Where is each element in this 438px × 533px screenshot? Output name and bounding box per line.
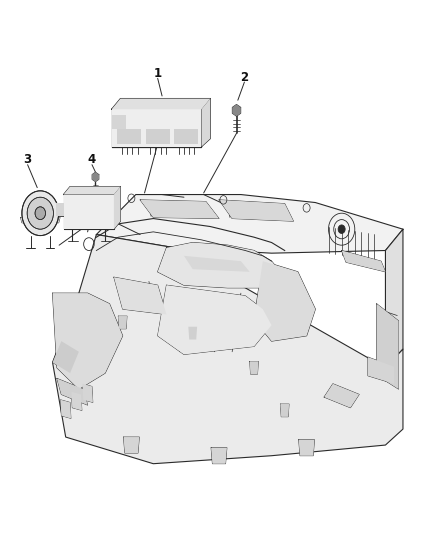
Polygon shape — [114, 277, 166, 314]
Polygon shape — [299, 440, 314, 456]
Polygon shape — [385, 229, 403, 368]
Polygon shape — [92, 172, 99, 182]
Polygon shape — [112, 99, 210, 109]
Polygon shape — [112, 109, 201, 147]
Polygon shape — [71, 392, 82, 410]
Polygon shape — [112, 115, 126, 129]
Polygon shape — [254, 261, 315, 341]
Polygon shape — [188, 327, 197, 340]
Text: 1: 1 — [154, 67, 162, 80]
Polygon shape — [60, 400, 71, 418]
Polygon shape — [324, 384, 359, 408]
Circle shape — [35, 207, 46, 220]
Polygon shape — [82, 384, 93, 402]
Polygon shape — [184, 256, 250, 272]
Polygon shape — [377, 304, 399, 389]
Polygon shape — [146, 129, 170, 144]
Polygon shape — [368, 357, 394, 384]
Polygon shape — [342, 251, 385, 272]
Polygon shape — [232, 104, 241, 116]
Polygon shape — [21, 217, 60, 223]
Polygon shape — [158, 285, 272, 354]
Polygon shape — [201, 99, 210, 147]
Text: 3: 3 — [24, 154, 32, 166]
Text: 2: 2 — [240, 71, 248, 84]
Polygon shape — [174, 129, 198, 144]
Polygon shape — [250, 361, 258, 374]
Polygon shape — [64, 187, 120, 195]
Polygon shape — [64, 195, 114, 229]
Polygon shape — [114, 187, 120, 229]
Polygon shape — [211, 448, 227, 464]
Polygon shape — [117, 129, 141, 144]
Polygon shape — [158, 243, 285, 288]
Circle shape — [338, 225, 345, 233]
Polygon shape — [53, 341, 79, 373]
Polygon shape — [53, 235, 403, 464]
Polygon shape — [56, 203, 64, 216]
Circle shape — [27, 197, 53, 229]
Polygon shape — [124, 437, 139, 453]
Polygon shape — [96, 195, 403, 253]
Polygon shape — [57, 378, 88, 405]
Polygon shape — [219, 200, 293, 221]
Polygon shape — [280, 404, 289, 417]
Polygon shape — [140, 200, 219, 219]
Polygon shape — [53, 293, 123, 389]
Circle shape — [22, 191, 59, 236]
Text: 4: 4 — [88, 154, 96, 166]
Polygon shape — [118, 316, 127, 329]
